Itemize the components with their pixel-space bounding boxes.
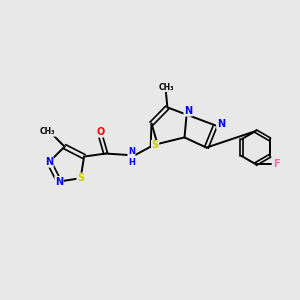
Text: S: S	[77, 173, 84, 183]
Text: N
H: N H	[128, 147, 135, 167]
Text: CH₃: CH₃	[40, 127, 56, 136]
Text: CH₃: CH₃	[158, 82, 174, 91]
Text: F: F	[273, 159, 280, 169]
Text: N: N	[184, 106, 192, 116]
Text: N: N	[217, 119, 225, 129]
Text: N: N	[55, 177, 63, 187]
Text: O: O	[96, 127, 104, 137]
Text: N: N	[45, 157, 53, 167]
Text: S: S	[152, 140, 159, 151]
